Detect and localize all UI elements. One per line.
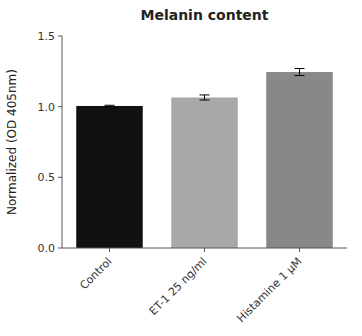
error-cap: [200, 100, 210, 101]
y-axis-label: Normalized (OD 405nm): [5, 69, 19, 215]
x-tick: [204, 248, 205, 252]
x-tick: [299, 248, 300, 252]
y-axis: 0.0 0.5 1.0 1.5: [38, 30, 63, 255]
error-cap: [295, 75, 305, 76]
y-tick: [58, 106, 62, 107]
bars: [76, 69, 333, 248]
x-tick: [109, 248, 110, 252]
bar: [76, 106, 143, 248]
y-axis-line: [62, 36, 63, 248]
x-tick-label: Histamine 1 μM: [235, 255, 305, 325]
x-axis: Control ET-1 25 ng/ml Histamine 1 μM: [62, 248, 347, 325]
error-bar: [200, 95, 210, 100]
y-tick-label: 0.5: [38, 171, 56, 184]
error-cap: [200, 94, 210, 95]
error-line: [299, 69, 300, 76]
chart-container: Melanin content 0.0 0.5 1.0 1.5 Normalized (O…: [0, 0, 362, 336]
error-line: [204, 95, 205, 100]
y-tick: [58, 177, 62, 178]
error-bar: [105, 105, 115, 106]
y-tick: [58, 36, 62, 37]
y-tick-label: 1.0: [38, 101, 56, 114]
chart-svg: Melanin content 0.0 0.5 1.0 1.5 Normalized (O…: [0, 0, 362, 336]
title: Melanin content: [140, 7, 268, 23]
bar: [171, 97, 238, 248]
y-tick-label: 0.0: [38, 242, 56, 255]
x-tick-label: ET-1 25 ng/ml: [147, 255, 210, 318]
error-cap: [105, 106, 115, 107]
y-tick-label: 1.5: [38, 30, 56, 43]
error-bar: [295, 69, 305, 76]
x-tick-label: Control: [77, 255, 114, 292]
y-tick: [58, 248, 62, 249]
error-cap: [105, 105, 115, 106]
bar: [266, 72, 333, 248]
error-cap: [295, 68, 305, 69]
